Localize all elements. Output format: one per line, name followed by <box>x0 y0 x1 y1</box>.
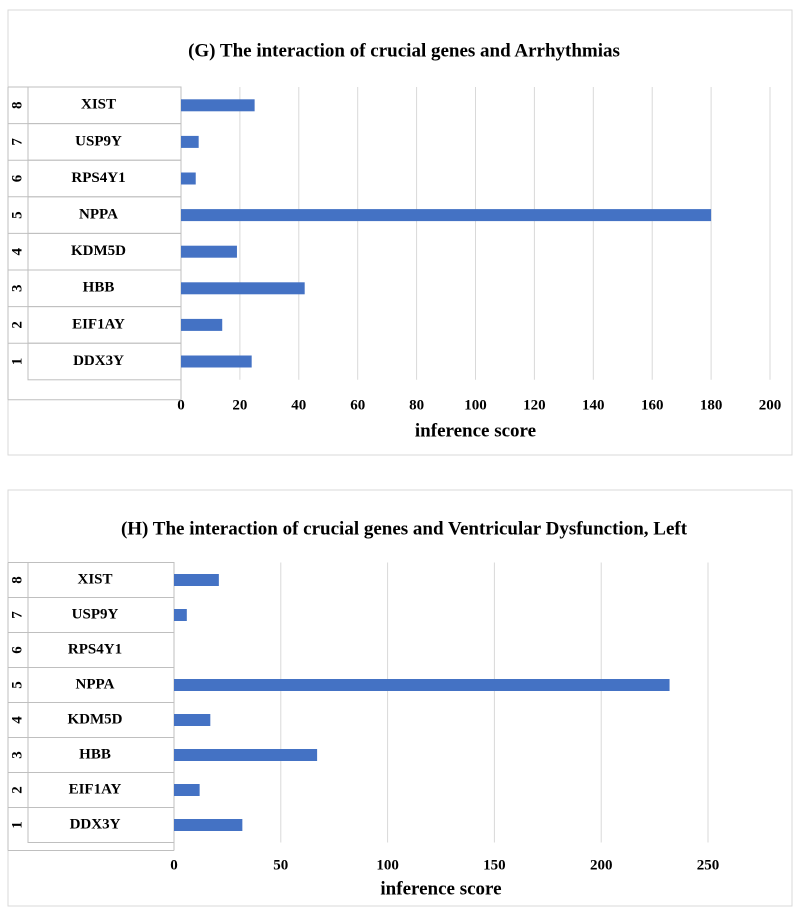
bar <box>174 574 219 586</box>
x-axis-title: inference score <box>415 420 536 441</box>
x-tick-label: 200 <box>759 397 782 413</box>
chart-frame <box>7 489 793 907</box>
bar <box>181 355 252 368</box>
row-number: 6 <box>9 174 25 182</box>
chart-title: (G) The interaction of crucial genes and… <box>188 40 620 61</box>
y-tick-label: HBB <box>79 746 111 762</box>
row-number: 8 <box>9 576 25 584</box>
row-number: 3 <box>9 751 25 759</box>
row-number: 2 <box>9 786 25 794</box>
y-tick-label: XIST <box>81 97 116 113</box>
x-tick-label: 80 <box>409 397 424 413</box>
y-tick-label: RPS4Y1 <box>68 641 122 657</box>
x-tick-label: 100 <box>376 857 399 873</box>
row-number: 8 <box>9 102 25 110</box>
x-tick-label: 40 <box>291 397 306 413</box>
x-tick-label: 160 <box>641 397 664 413</box>
chart-title: (H) The interaction of crucial genes and… <box>121 518 688 539</box>
x-tick-label: 150 <box>483 857 506 873</box>
row-number: 1 <box>9 358 25 366</box>
y-tick-label: RPS4Y1 <box>71 170 125 186</box>
x-tick-label: 100 <box>464 397 487 413</box>
y-tick-label: DDX3Y <box>70 816 121 832</box>
y-tick-label: XIST <box>77 571 112 587</box>
row-number: 4 <box>9 247 25 255</box>
x-tick-label: 50 <box>273 857 288 873</box>
bar <box>181 245 237 258</box>
bar <box>181 209 712 222</box>
y-tick-label: USP9Y <box>72 606 119 622</box>
y-tick-label: DDX3Y <box>73 353 124 369</box>
bar <box>174 609 187 621</box>
x-tick-label: 0 <box>170 857 178 873</box>
bar <box>174 749 318 761</box>
x-tick-label: 60 <box>350 397 365 413</box>
x-tick-label: 180 <box>700 397 723 413</box>
y-tick-label: EIF1AY <box>69 781 122 797</box>
y-tick-label: HBB <box>83 280 115 296</box>
y-tick-label: NPPA <box>79 207 118 223</box>
y-tick-label: EIF1AY <box>72 316 125 332</box>
y-tick-label: NPPA <box>76 676 115 692</box>
x-tick-label: 200 <box>590 857 613 873</box>
x-tick-label: 0 <box>177 397 185 413</box>
bar <box>181 99 255 112</box>
bar <box>174 679 670 691</box>
bar <box>181 172 196 185</box>
chart-frame <box>7 9 793 456</box>
row-number: 5 <box>9 681 25 689</box>
x-axis-title: inference score <box>380 878 501 899</box>
x-tick-label: 20 <box>232 397 247 413</box>
y-tick-label: USP9Y <box>75 133 122 149</box>
row-number: 7 <box>9 138 25 146</box>
y-tick-label: KDM5D <box>68 711 123 727</box>
row-number: 7 <box>9 611 25 619</box>
x-tick-label: 120 <box>523 397 546 413</box>
y-tick-label: KDM5D <box>71 243 126 259</box>
bar <box>181 282 305 295</box>
bar <box>174 714 211 726</box>
row-number: 4 <box>9 716 25 724</box>
row-number: 3 <box>9 285 25 293</box>
x-tick-label: 140 <box>582 397 605 413</box>
bar <box>181 135 199 148</box>
x-tick-label: 250 <box>697 857 720 873</box>
bar <box>181 318 223 331</box>
row-number: 2 <box>9 321 25 329</box>
row-number: 5 <box>9 211 25 219</box>
row-number: 1 <box>9 821 25 829</box>
row-number: 6 <box>9 646 25 654</box>
bar <box>174 819 243 831</box>
bar <box>174 784 200 796</box>
